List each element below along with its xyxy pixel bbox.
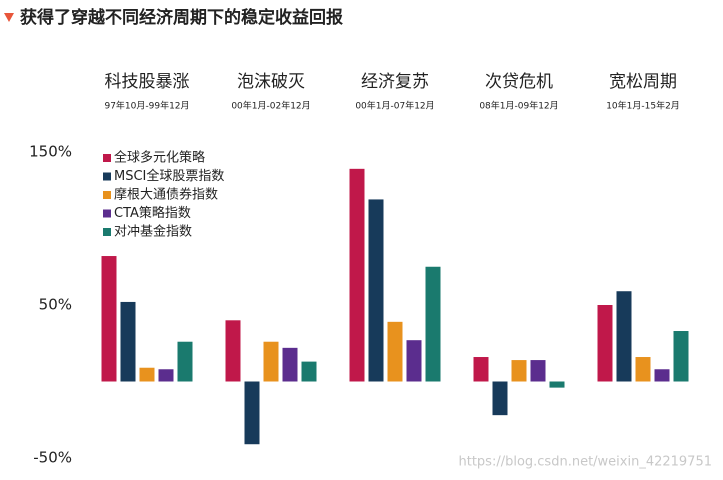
bar: [368, 199, 384, 382]
title-marker: [4, 13, 14, 22]
bar: [511, 360, 527, 382]
legend-swatch: [103, 209, 111, 218]
y-tick-label: 50%: [39, 296, 72, 314]
legend-label: CTA策略指数: [114, 205, 191, 221]
legend-swatch: [103, 191, 111, 199]
category-period: 97年10月-99年12月: [104, 100, 189, 112]
legend-swatch: [103, 154, 111, 162]
bar: [225, 320, 241, 382]
category-label: 次贷危机: [485, 72, 553, 92]
bar: [349, 168, 365, 382]
bar: [654, 369, 670, 382]
bar: [473, 357, 489, 382]
category-period: 08年1月-09年12月: [479, 100, 558, 112]
chart-title: 获得了穿越不同经济周期下的稳定收益回报: [20, 7, 343, 28]
bar: [597, 305, 613, 382]
bar: [616, 291, 632, 382]
category-label: 经济复苏: [361, 72, 429, 92]
watermark: https://blog.csdn.net/weixin_42219751: [458, 455, 712, 470]
bar: [158, 369, 174, 382]
bar: [673, 331, 689, 382]
bar: [101, 256, 117, 382]
bar: [635, 357, 651, 382]
legend-label: 全球多元化策略: [114, 150, 205, 166]
category-period: 10年1月-15年2月: [606, 100, 680, 112]
legend-label: 摩根大通债券指数: [114, 187, 218, 203]
category-label: 泡沫破灭: [237, 72, 305, 92]
bar: [492, 381, 508, 416]
category-period: 00年1月-07年12月: [355, 100, 434, 112]
category-label: 科技股暴涨: [105, 72, 190, 92]
bar: [425, 266, 441, 382]
bar: [177, 341, 193, 382]
bar: [301, 361, 317, 382]
bar: [387, 321, 403, 382]
bar: [406, 340, 422, 382]
legend-label: MSCI全球股票指数: [114, 168, 224, 184]
bar: [549, 381, 565, 388]
bar: [282, 347, 298, 382]
legend-label: 对冲基金指数: [114, 224, 192, 240]
bar: [530, 360, 546, 382]
category-period: 00年1月-02年12月: [231, 100, 310, 112]
bar: [244, 381, 260, 445]
legend-swatch: [103, 228, 111, 236]
bar: [263, 341, 279, 382]
y-tick-label: 150%: [29, 143, 72, 161]
category-label: 宽松周期: [609, 72, 677, 92]
bar: [120, 301, 136, 382]
y-tick-label: -50%: [33, 449, 72, 467]
bar: [139, 367, 155, 382]
legend-swatch: [103, 172, 111, 181]
